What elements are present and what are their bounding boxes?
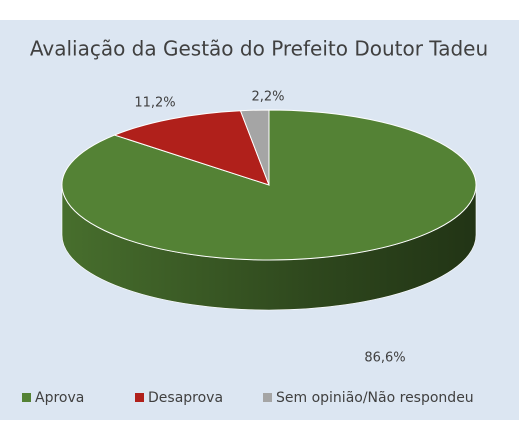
legend-swatch	[22, 393, 31, 402]
data-label: 2,2%	[251, 90, 284, 105]
legend-swatch	[263, 393, 272, 402]
slice	[239, 109, 270, 186]
pie: 86,6% 11,2% 2,2%	[61, 90, 477, 366]
data-label: 86,6%	[364, 351, 405, 366]
slice	[113, 110, 270, 186]
legend-label: Sem opinião/Não respondeu	[276, 390, 474, 406]
legend-label: Aprova	[35, 390, 84, 406]
legend-label: Desaprova	[148, 390, 223, 406]
legend: Aprova Desaprova Sem opinião/Não respondeu	[22, 390, 474, 406]
chart-title: Avaliação da Gestão do Prefeito Doutor T…	[30, 37, 488, 61]
legend-swatch	[135, 393, 144, 402]
data-label: 11,2%	[134, 96, 175, 111]
